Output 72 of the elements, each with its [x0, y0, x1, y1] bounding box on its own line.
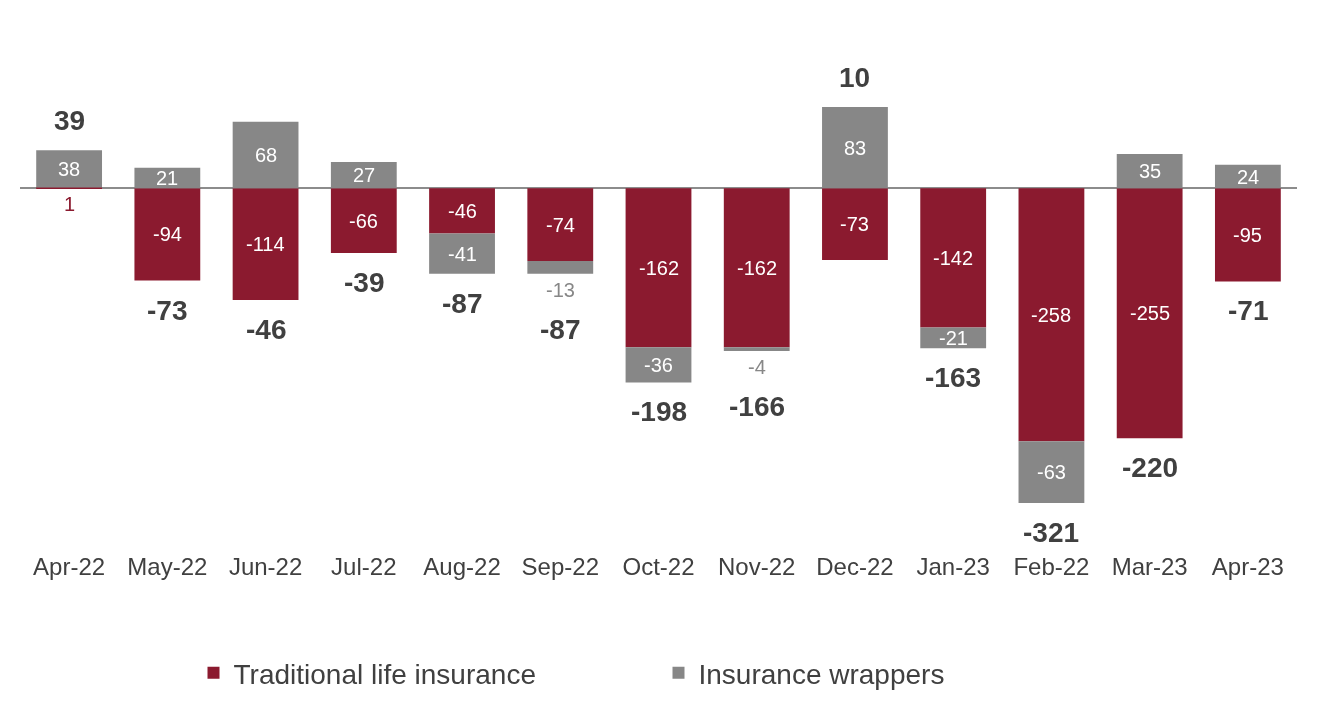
- data-label: -94: [153, 223, 182, 245]
- data-label: -73: [840, 213, 869, 235]
- bar: [134, 188, 201, 281]
- bar: [723, 347, 790, 352]
- total-label: -46: [246, 314, 287, 345]
- total-label: -87: [442, 288, 483, 319]
- data-label: 21: [156, 167, 179, 189]
- total-label: -166: [729, 391, 786, 422]
- data-label: -258: [1031, 304, 1072, 326]
- data-label: -95: [1233, 224, 1262, 246]
- bar: [920, 188, 987, 328]
- total-label: 10: [839, 62, 871, 93]
- x-tick-label: Jul-22: [331, 553, 397, 580]
- total-label: -73: [147, 295, 188, 326]
- data-label: -66: [349, 210, 378, 232]
- data-label: 38: [58, 158, 81, 180]
- bar: [1214, 188, 1281, 282]
- x-tick-label: Jun-22: [228, 553, 303, 580]
- data-label: 68: [255, 144, 278, 166]
- x-tick-label: Aug-22: [423, 553, 501, 580]
- x-tick-label: Sep-22: [521, 553, 599, 580]
- data-label: -255: [1130, 302, 1171, 324]
- bar: [723, 188, 790, 348]
- bar: [36, 150, 103, 188]
- total-label: -163: [925, 362, 982, 393]
- bar: [822, 188, 888, 260]
- data-label: -46: [448, 200, 477, 222]
- bar: [1018, 188, 1085, 442]
- bar: [232, 188, 299, 301]
- total-label: 39: [54, 105, 86, 136]
- data-label: -36: [644, 354, 673, 376]
- x-tick-label: Jan-23: [916, 553, 990, 580]
- total-label: -71: [1228, 295, 1269, 326]
- bar: [625, 347, 692, 383]
- total-label: -220: [1122, 452, 1179, 483]
- data-label: -4: [748, 356, 766, 378]
- data-label: 24: [1237, 166, 1260, 188]
- x-tick-label: Dec-22: [816, 553, 894, 580]
- data-label: -63: [1037, 461, 1066, 483]
- bar: [625, 188, 692, 348]
- data-label: -74: [546, 214, 575, 236]
- data-label: -21: [939, 327, 968, 349]
- bar: [1116, 188, 1183, 439]
- bar: [1018, 441, 1085, 503]
- bar: [330, 188, 397, 254]
- x-tick-label: Nov-22: [718, 553, 796, 580]
- total-label: -39: [344, 267, 385, 298]
- x-tick-label: Oct-22: [622, 553, 695, 580]
- x-tick-label: Feb-22: [1013, 553, 1090, 580]
- data-label: -114: [246, 233, 285, 255]
- x-tick-label: Apr-22: [33, 553, 106, 580]
- data-label: 35: [1139, 160, 1162, 182]
- data-label: 83: [844, 137, 867, 159]
- data-label: -162: [639, 257, 680, 279]
- legend-label: Traditional life insurance: [233, 658, 536, 690]
- bar: [527, 260, 594, 274]
- x-tick-label: Apr-23: [1211, 553, 1284, 580]
- data-label: 27: [353, 164, 376, 186]
- data-label: -162: [737, 257, 778, 279]
- x-tick-label: Mar-23: [1111, 553, 1188, 580]
- data-label: -142: [933, 247, 974, 269]
- bar: [429, 188, 495, 234]
- total-label: -87: [540, 314, 581, 345]
- data-label: -13: [546, 279, 575, 301]
- total-label: -321: [1023, 517, 1080, 548]
- bar: [429, 233, 495, 274]
- x-tick-label: May-22: [127, 553, 208, 580]
- data-label: 1: [64, 193, 76, 215]
- data-label: -41: [448, 243, 477, 265]
- legend-label: Insurance wrappers: [698, 658, 945, 690]
- total-label: -198: [631, 396, 688, 427]
- bar: [527, 188, 594, 261]
